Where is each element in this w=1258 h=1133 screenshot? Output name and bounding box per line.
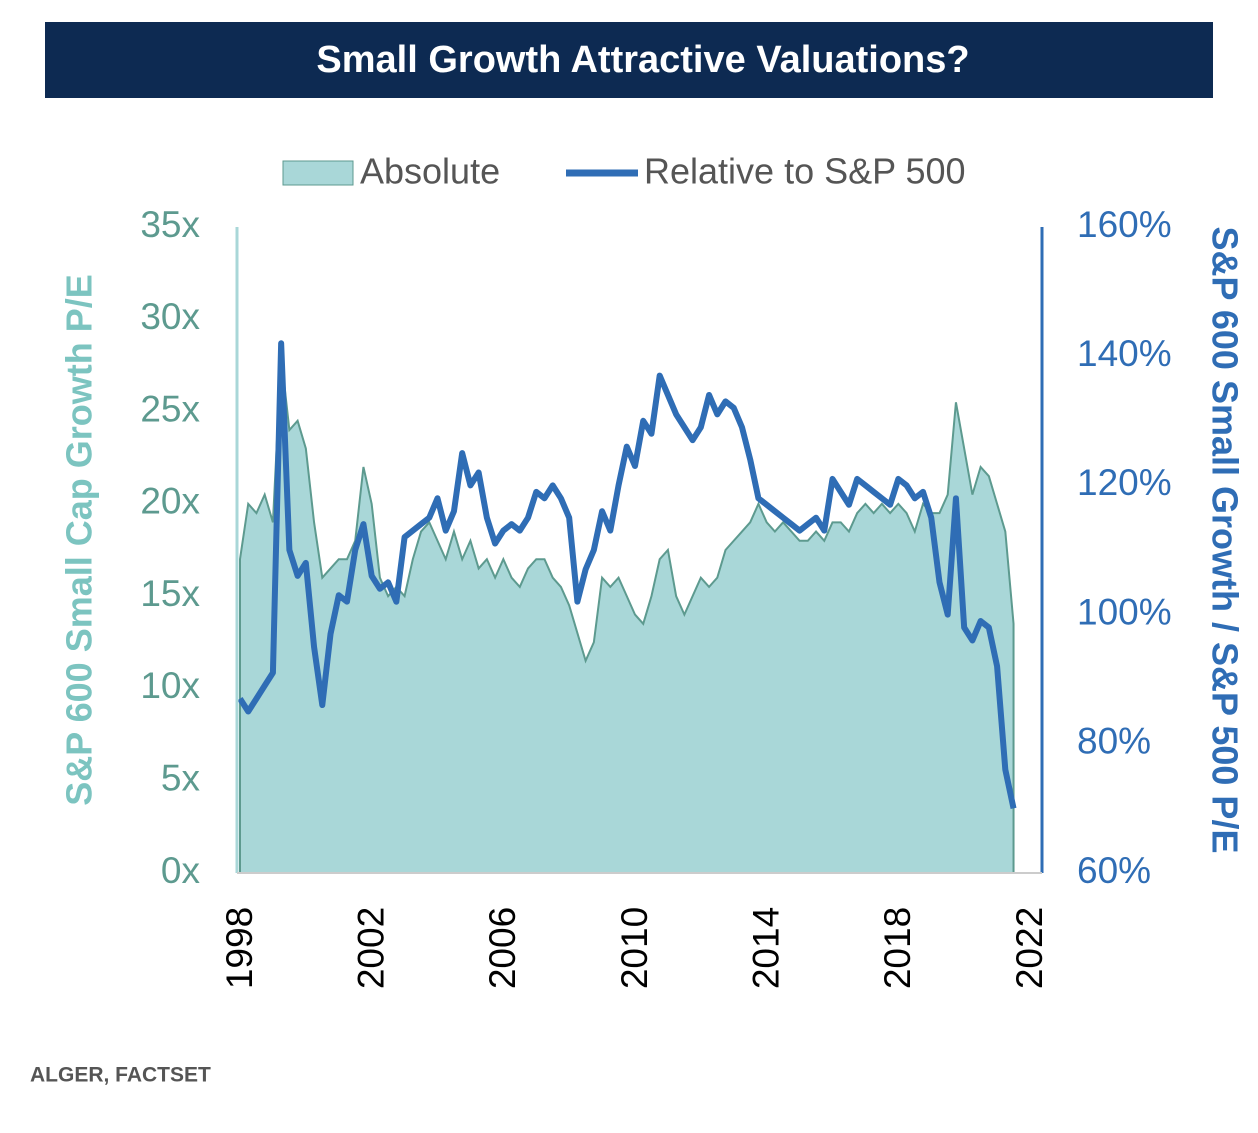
legend-label: Absolute: [360, 151, 500, 192]
legend-swatch: [282, 160, 354, 186]
y-tick-label: 30x: [140, 296, 200, 337]
y-tick-label: 0x: [161, 850, 201, 891]
y2-tick-label: 160%: [1077, 204, 1172, 245]
legend-label: Relative to S&P 500: [644, 151, 966, 192]
x-tick-label: 2018: [877, 907, 918, 989]
y2-tick-label: 60%: [1077, 850, 1151, 891]
x-tick-label: 2014: [745, 907, 786, 989]
x-tick-label: 2022: [1009, 907, 1050, 989]
x-tick-label: 2006: [482, 907, 523, 989]
y-tick-label: 35x: [140, 204, 200, 245]
y-tick-label: 10x: [140, 665, 200, 706]
line: [237, 340, 1017, 810]
y2-axis-title: S&P 600 Small Growth / S&P 500 P/E: [1204, 227, 1245, 854]
x-tick-label: 1998: [219, 907, 260, 989]
source: ALGER, FACTSET: [30, 1064, 211, 1087]
area: [239, 356, 1015, 874]
y2-tick-label: 100%: [1077, 591, 1172, 632]
y2-tick-label: 140%: [1077, 333, 1172, 374]
y-tick-label: 15x: [140, 573, 200, 614]
x-tick-label: 2002: [350, 907, 391, 989]
title-bar: [45, 22, 1213, 98]
chart-title: Small Growth Attractive Valuations?: [316, 39, 969, 81]
y-tick-label: 20x: [140, 481, 200, 522]
x-tick-label: 2010: [614, 907, 655, 989]
y-axis-title: S&P 600 Small Cap Growth P/E: [59, 274, 100, 806]
y2-tick-label: 120%: [1077, 462, 1172, 503]
y-tick-label: 25x: [140, 388, 200, 429]
y-tick-label: 5x: [161, 757, 201, 798]
y2-tick-label: 80%: [1077, 721, 1151, 762]
